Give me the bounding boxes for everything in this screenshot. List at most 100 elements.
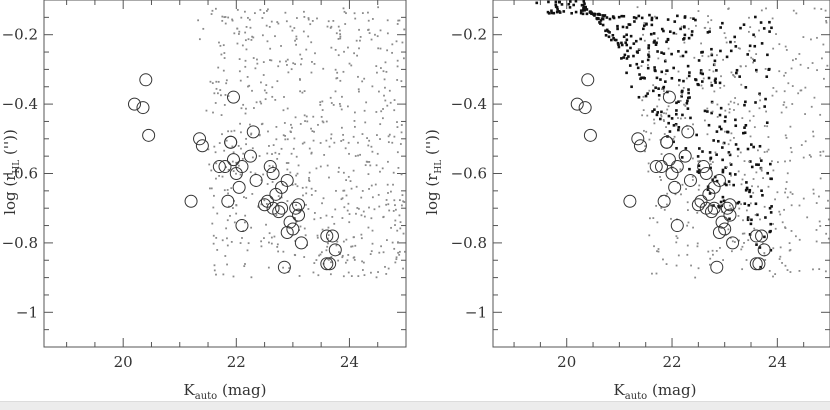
data-point-circle xyxy=(320,229,334,243)
data-point-dot xyxy=(648,89,651,92)
data-point-dot xyxy=(765,7,767,10)
data-point-dot xyxy=(340,140,343,142)
data-point-dot xyxy=(740,203,742,206)
data-point-dot xyxy=(660,114,662,116)
data-point-dot xyxy=(292,147,295,150)
data-point-filled xyxy=(744,100,747,104)
data-point-dot xyxy=(227,168,230,171)
data-point-dot xyxy=(308,147,311,150)
data-point-dot xyxy=(312,115,315,118)
data-point-dot xyxy=(811,62,814,64)
data-point-dot xyxy=(319,253,322,256)
data-point-dot xyxy=(382,216,385,219)
data-point-dot xyxy=(271,153,273,155)
data-point-dot xyxy=(217,92,219,95)
data-point-dot xyxy=(249,26,252,29)
data-point-filled xyxy=(728,217,731,221)
data-point-dot xyxy=(790,151,793,154)
data-point-dot xyxy=(358,47,360,50)
data-point-dot xyxy=(278,60,281,63)
data-point-dot xyxy=(350,64,353,67)
data-point-filled xyxy=(767,68,771,71)
data-point-filled xyxy=(675,146,678,150)
data-point-dot xyxy=(271,165,274,168)
data-point-filled xyxy=(662,85,666,89)
data-point-dot xyxy=(681,183,684,186)
data-point-dot xyxy=(696,242,699,245)
data-point-dot xyxy=(800,144,803,146)
data-point-dot xyxy=(226,237,228,240)
data-point-dot xyxy=(820,8,823,10)
data-point-dot xyxy=(286,64,288,66)
data-point-dot xyxy=(730,250,733,253)
data-point-dot xyxy=(341,256,344,259)
data-point-filled xyxy=(625,38,629,42)
data-point-dot xyxy=(652,217,655,219)
data-point-filled xyxy=(709,166,712,170)
data-point-dot xyxy=(393,135,396,138)
data-point-dot xyxy=(665,203,668,206)
data-point-dot xyxy=(355,185,358,188)
data-point-circle xyxy=(715,215,729,229)
data-point-filled xyxy=(617,45,621,49)
data-point-filled xyxy=(605,28,609,32)
data-point-dot xyxy=(274,35,276,38)
data-point-dot xyxy=(653,118,655,121)
data-point-dot xyxy=(825,232,828,235)
data-point-dot xyxy=(276,246,279,248)
data-point-filled xyxy=(768,20,771,24)
data-point-filled xyxy=(754,202,758,206)
data-point-dot xyxy=(708,263,711,266)
data-point-filled xyxy=(616,24,619,28)
data-point-dot xyxy=(663,208,666,211)
data-point-dot xyxy=(357,207,360,210)
data-point-dot xyxy=(215,162,218,165)
y-tick-label: −1 xyxy=(16,303,38,321)
data-point-dot xyxy=(244,59,247,62)
data-point-dot xyxy=(345,238,348,241)
data-point-dot xyxy=(751,58,754,61)
data-point-dot xyxy=(342,7,345,10)
data-point-dot xyxy=(207,148,210,151)
data-point-filled xyxy=(660,51,663,54)
data-point-dot xyxy=(791,193,794,195)
data-point-circle xyxy=(325,229,339,243)
data-point-dot xyxy=(751,185,753,188)
data-point-circle xyxy=(670,219,684,233)
data-point-dot xyxy=(244,263,246,265)
data-point-circle xyxy=(128,97,141,111)
data-point-circle xyxy=(702,187,716,201)
data-point-dot xyxy=(679,117,682,120)
data-point-dot xyxy=(251,156,254,159)
data-point-dot xyxy=(800,89,803,92)
data-point-filled xyxy=(680,156,684,159)
data-point-filled xyxy=(664,80,667,83)
data-point-filled xyxy=(715,69,718,72)
data-point-dot xyxy=(282,266,285,269)
data-point-filled xyxy=(601,14,604,17)
data-point-dot xyxy=(697,188,700,191)
data-point-dot xyxy=(299,225,302,228)
data-point-dot xyxy=(392,210,395,212)
data-point-dot xyxy=(370,38,373,41)
data-point-dot xyxy=(238,58,241,60)
data-point-filled xyxy=(753,44,757,48)
data-point-dot xyxy=(648,234,651,237)
data-point-dot xyxy=(263,237,265,240)
data-point-dot xyxy=(764,68,767,70)
data-point-dot xyxy=(370,145,373,148)
data-point-dot xyxy=(235,204,238,206)
data-point-dot xyxy=(795,57,797,60)
data-point-dot xyxy=(784,160,786,163)
data-point-filled xyxy=(735,68,739,72)
data-point-dot xyxy=(827,237,830,240)
data-point-dot xyxy=(321,228,324,231)
data-point-dot xyxy=(646,114,649,117)
data-point-filled xyxy=(659,117,662,121)
data-point-dot xyxy=(307,208,310,210)
data-point-dot xyxy=(748,217,751,220)
data-point-filled xyxy=(711,178,715,182)
data-point-dot xyxy=(819,151,822,153)
data-point-dot xyxy=(241,44,244,47)
data-point-dot xyxy=(792,59,794,62)
